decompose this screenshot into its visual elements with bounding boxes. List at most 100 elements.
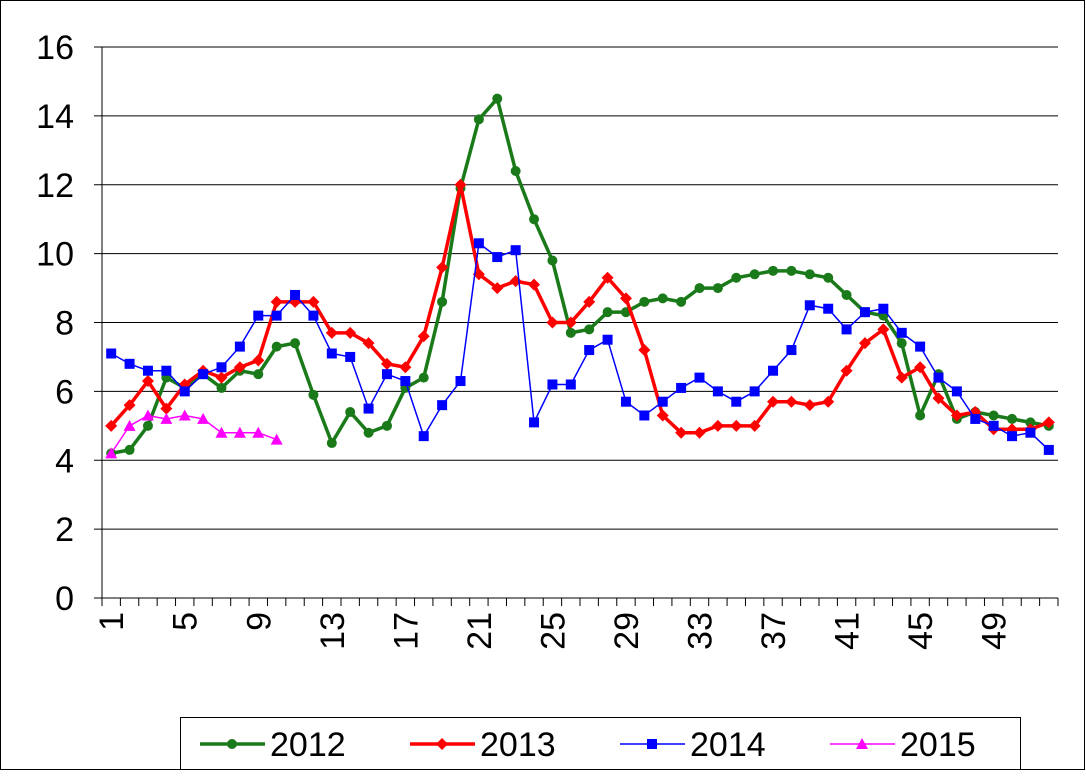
marker bbox=[106, 348, 117, 359]
y-tick-label: 2 bbox=[55, 511, 74, 549]
marker bbox=[227, 739, 237, 749]
legend-label: 2013 bbox=[480, 726, 556, 764]
marker bbox=[253, 310, 264, 321]
marker bbox=[381, 420, 392, 431]
series-line bbox=[110, 95, 1050, 456]
marker bbox=[694, 283, 705, 294]
marker bbox=[1043, 444, 1054, 455]
marker bbox=[639, 296, 650, 307]
marker bbox=[215, 371, 228, 384]
marker bbox=[804, 269, 815, 280]
marker bbox=[565, 379, 576, 390]
marker bbox=[160, 412, 173, 424]
marker bbox=[362, 337, 375, 350]
marker bbox=[363, 427, 374, 438]
marker bbox=[216, 362, 227, 373]
marker bbox=[602, 334, 613, 345]
x-tick-label: 1 bbox=[93, 612, 131, 631]
x-tick-label: 29 bbox=[608, 612, 646, 650]
marker bbox=[345, 351, 356, 362]
marker bbox=[529, 417, 540, 428]
marker bbox=[647, 739, 657, 749]
marker bbox=[896, 338, 907, 349]
marker bbox=[988, 410, 999, 421]
marker bbox=[418, 372, 429, 383]
marker bbox=[198, 369, 209, 380]
marker bbox=[252, 426, 265, 438]
marker bbox=[584, 324, 595, 335]
marker bbox=[492, 252, 503, 263]
marker bbox=[197, 412, 210, 424]
marker bbox=[436, 738, 448, 750]
marker bbox=[895, 371, 908, 384]
marker bbox=[142, 365, 153, 376]
marker bbox=[529, 214, 540, 225]
marker bbox=[786, 265, 797, 276]
x-tick-label: 5 bbox=[167, 612, 205, 631]
marker bbox=[749, 386, 760, 397]
marker bbox=[712, 386, 723, 397]
marker bbox=[492, 93, 503, 104]
marker bbox=[932, 392, 945, 405]
marker bbox=[399, 361, 412, 374]
marker bbox=[510, 165, 521, 176]
marker bbox=[141, 409, 154, 421]
marker bbox=[270, 433, 283, 445]
marker bbox=[583, 295, 596, 308]
marker bbox=[124, 358, 135, 369]
marker bbox=[786, 345, 797, 356]
marker bbox=[400, 376, 411, 387]
marker bbox=[454, 178, 467, 191]
marker bbox=[601, 271, 614, 284]
marker bbox=[1025, 427, 1036, 438]
marker bbox=[178, 409, 191, 421]
marker bbox=[123, 399, 136, 412]
marker bbox=[711, 419, 724, 432]
marker bbox=[639, 410, 650, 421]
marker bbox=[638, 344, 651, 357]
marker bbox=[804, 300, 815, 311]
marker bbox=[676, 296, 687, 307]
y-tick-label: 14 bbox=[36, 98, 74, 136]
marker bbox=[417, 330, 430, 343]
marker bbox=[124, 444, 135, 455]
legend-label: 2012 bbox=[270, 726, 346, 764]
x-tick-label: 45 bbox=[902, 612, 940, 650]
marker bbox=[914, 361, 927, 374]
marker bbox=[840, 364, 853, 377]
marker bbox=[436, 261, 449, 274]
marker bbox=[437, 400, 448, 411]
marker bbox=[233, 361, 246, 374]
marker bbox=[823, 272, 834, 283]
marker bbox=[290, 289, 301, 300]
marker bbox=[233, 426, 246, 438]
y-tick-label: 8 bbox=[55, 305, 74, 343]
marker bbox=[253, 369, 264, 380]
marker bbox=[731, 396, 742, 407]
marker bbox=[877, 323, 890, 336]
marker bbox=[730, 419, 743, 432]
marker bbox=[988, 420, 999, 431]
marker bbox=[584, 345, 595, 356]
marker bbox=[785, 395, 798, 408]
marker bbox=[326, 438, 337, 449]
x-tick-label: 33 bbox=[682, 612, 720, 650]
marker bbox=[619, 292, 632, 305]
marker bbox=[1007, 431, 1018, 442]
y-tick-label: 10 bbox=[36, 236, 74, 274]
marker bbox=[160, 402, 173, 415]
marker bbox=[841, 324, 852, 335]
marker bbox=[381, 369, 392, 380]
marker bbox=[418, 431, 429, 442]
marker bbox=[142, 420, 153, 431]
marker bbox=[767, 395, 780, 408]
marker bbox=[1007, 413, 1018, 424]
marker bbox=[675, 426, 688, 439]
marker bbox=[216, 382, 227, 393]
y-tick-label: 4 bbox=[55, 442, 74, 480]
x-tick-label: 37 bbox=[755, 612, 793, 650]
x-tick-label: 13 bbox=[314, 612, 352, 650]
marker bbox=[215, 426, 228, 438]
